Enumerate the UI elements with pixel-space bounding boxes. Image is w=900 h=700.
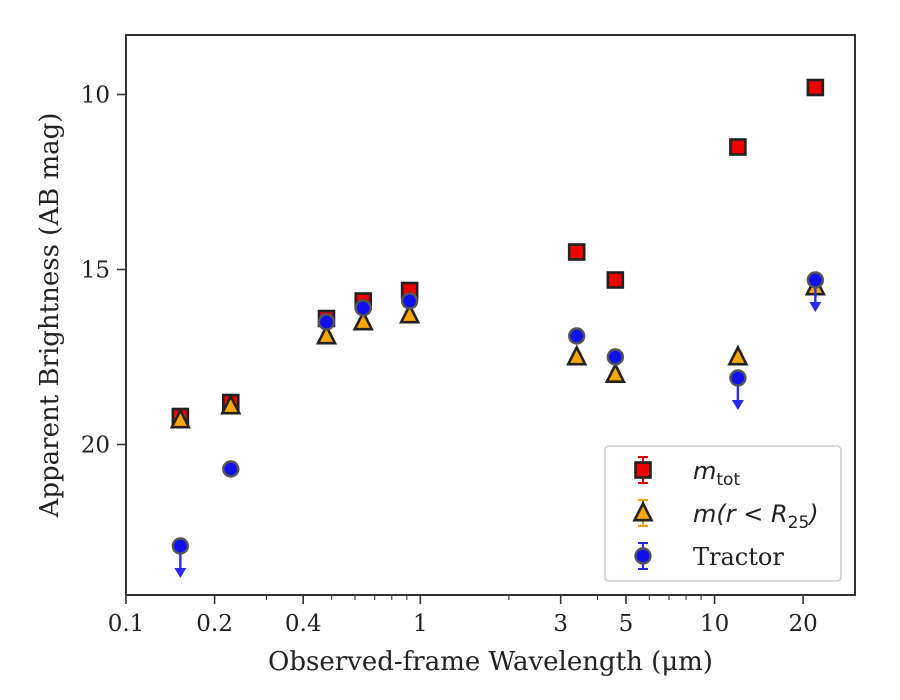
x-tick-label: 0.1 (108, 611, 145, 637)
x-axis: 0.1 0.2 0.4 1 3 5 10 20 (108, 595, 818, 637)
data-point (171, 537, 190, 555)
data-point (568, 327, 586, 345)
upper-limit-head (731, 400, 744, 410)
data-point (806, 78, 825, 97)
y-tick-label: 15 (81, 258, 110, 284)
data-point (317, 313, 336, 331)
y-tick-label: 10 (81, 83, 110, 109)
legend-label: mtot (693, 457, 740, 490)
series-circle (171, 271, 825, 578)
legend-marker (634, 547, 652, 565)
data-point (400, 292, 419, 310)
x-tick-label: 5 (619, 611, 634, 637)
data-point (806, 271, 825, 289)
data-point (315, 323, 338, 345)
y-axis-label: Apparent Brightness (AB mag) (35, 113, 65, 519)
data-points (169, 78, 826, 578)
data-point (727, 344, 749, 366)
data-point (169, 407, 191, 429)
data-point (566, 344, 588, 366)
x-tick-label: 20 (789, 611, 818, 637)
x-tick-label: 1 (413, 611, 428, 637)
data-point (222, 460, 240, 478)
data-point (729, 369, 747, 387)
x-tick-label: 3 (553, 611, 568, 637)
legend: mtot m(r < R25) Tractor (604, 445, 842, 582)
y-axis: 10 15 20 (81, 83, 126, 459)
legend-box (604, 445, 842, 582)
legend-label: Tractor (693, 543, 784, 571)
x-axis-label: Observed-frame Wavelength (μm) (268, 647, 713, 677)
data-point (399, 302, 421, 324)
legend-item: m(r < R25) (632, 499, 819, 533)
data-point (604, 362, 626, 384)
x-tick-label: 0.4 (285, 611, 322, 637)
legend-item: mtot (634, 456, 740, 490)
y-tick-label: 20 (81, 433, 110, 459)
data-point (606, 271, 625, 289)
legend-marker (634, 461, 652, 479)
data-point (567, 243, 586, 261)
plot-frame (125, 34, 856, 596)
legend-label: m(r < R25) (693, 500, 819, 533)
data-point (729, 138, 747, 156)
legend-item: Tractor (634, 542, 784, 571)
x-tick-label: 0.2 (196, 611, 233, 637)
series-square (171, 78, 825, 426)
data-point (220, 393, 242, 415)
data-point (352, 309, 374, 331)
data-point (606, 348, 625, 366)
series-triangle (169, 274, 826, 429)
data-point (354, 299, 372, 317)
upper-limit-head (174, 568, 187, 578)
x-tick-label: 10 (700, 611, 729, 637)
legend-marker (632, 500, 654, 522)
upper-limit-head (809, 302, 822, 312)
